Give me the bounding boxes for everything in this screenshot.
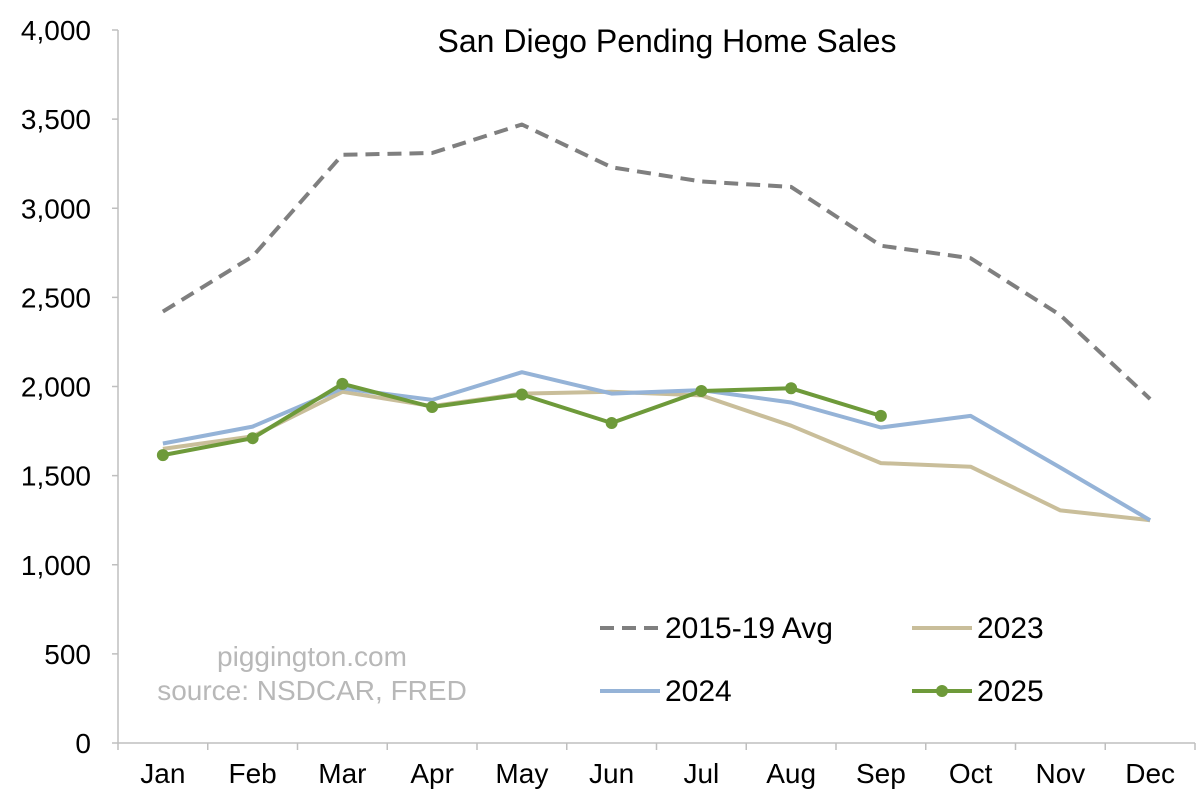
y-tick-label: 1,500	[21, 461, 91, 492]
series-line-2023	[162, 389, 1151, 523]
data-point-2025	[605, 417, 618, 430]
watermark-source: source: NSDCAR, FRED	[157, 675, 467, 706]
watermark-site: piggington.com	[217, 641, 407, 672]
y-tick-label: 3,000	[21, 193, 91, 224]
y-tick-label: 2,500	[21, 282, 91, 313]
x-tick-label: Feb	[229, 758, 277, 789]
y-tick-label: 1,000	[21, 550, 91, 581]
y-tick-label: 500	[44, 639, 91, 670]
x-tick-label: Oct	[949, 758, 993, 789]
x-tick-label: Nov	[1035, 758, 1085, 789]
x-tick-label: Aug	[766, 758, 816, 789]
x-tick-label: Jul	[683, 758, 719, 789]
legend-marker-2025	[936, 685, 948, 697]
legend-label-2025: 2025	[977, 675, 1044, 708]
x-tick-labels: Jan Feb Mar Apr May Jun Jul Aug Sep Oct Nov Dec	[140, 758, 1175, 789]
data-point-2025	[246, 432, 259, 445]
data-point-2025	[156, 449, 169, 462]
legend: 2015-19 Avg 2023 2024 2025	[600, 612, 1044, 708]
y-tick-label: 4,000	[21, 15, 91, 46]
data-point-2025	[785, 382, 798, 395]
data-point-2025	[695, 384, 708, 397]
x-tick-label: Sep	[856, 758, 906, 789]
x-tick-label: Apr	[410, 758, 454, 789]
data-point-2025	[874, 409, 887, 422]
data-point-2025	[515, 388, 528, 401]
data-point-2025	[336, 377, 349, 390]
series-line-2015-19-avg	[161, 122, 1152, 401]
x-tick-label: Jan	[140, 758, 185, 789]
series-lines	[156, 122, 1152, 523]
data-point-2025	[426, 400, 439, 413]
axes	[112, 29, 1196, 750]
y-tick-label: 0	[75, 728, 91, 759]
legend-label-2015-19-avg: 2015-19 Avg	[665, 612, 833, 645]
y-tick-label: 3,500	[21, 104, 91, 135]
x-tick-label: May	[495, 758, 548, 789]
y-tick-label: 2,000	[21, 372, 91, 403]
x-tick-label: Mar	[318, 758, 366, 789]
legend-label-2024: 2024	[665, 675, 732, 708]
x-tick-label: Jun	[589, 758, 634, 789]
chart-title: San Diego Pending Home Sales	[438, 23, 897, 59]
legend-label-2023: 2023	[977, 612, 1044, 645]
x-tick-label: Dec	[1125, 758, 1175, 789]
y-tick-labels: 0 500 1,000 1,500 2,000 2,500 3,000 3,500 4,000	[21, 15, 91, 759]
